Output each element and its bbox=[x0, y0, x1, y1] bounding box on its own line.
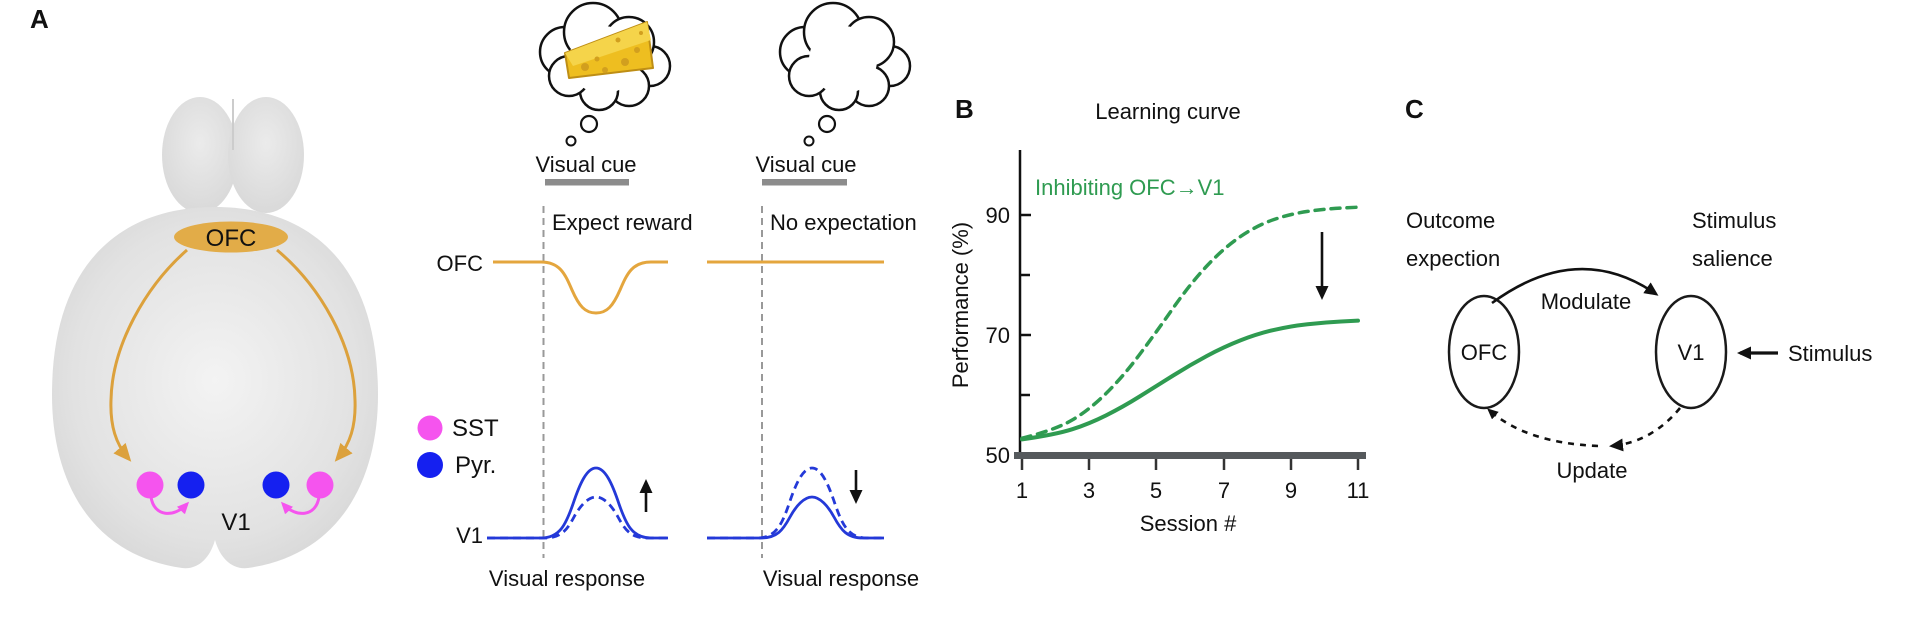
ofc-projection-right bbox=[276, 248, 357, 462]
sst-neuron-right bbox=[306, 471, 334, 499]
panel-a-label: A bbox=[30, 4, 49, 34]
ofc-node-label: OFC bbox=[1461, 340, 1508, 365]
mouse-brain-schematic: OFC V1 bbox=[52, 97, 378, 569]
update-label: Update bbox=[1557, 458, 1628, 483]
ytick-label-50: 50 bbox=[986, 443, 1010, 468]
legend-sst-dot bbox=[417, 415, 443, 441]
v1-node bbox=[1654, 294, 1728, 410]
bubble-tail-small-1 bbox=[565, 135, 577, 147]
ofc-projection-left bbox=[109, 248, 188, 462]
modulate-label: Modulate bbox=[1541, 289, 1632, 314]
xtick-label-9: 9 bbox=[1285, 478, 1297, 503]
chart-title: Learning curve bbox=[1095, 99, 1241, 124]
outcome-caption-line1: Outcome bbox=[1406, 208, 1495, 233]
v1-area-label: V1 bbox=[221, 509, 250, 536]
x-axis-title: Session # bbox=[1140, 511, 1237, 536]
sst-to-pyr-synapse-left bbox=[149, 496, 190, 515]
panel-b-label: B bbox=[955, 94, 974, 124]
ofc-trace-label: OFC bbox=[437, 251, 484, 276]
legend-pyr-label: Pyr. bbox=[455, 452, 496, 479]
legend-pyr-dot bbox=[417, 452, 443, 478]
cheese-icon bbox=[564, 21, 654, 79]
v1-trace-solid-1 bbox=[487, 466, 668, 540]
visual-response-label-2: Visual response bbox=[763, 566, 919, 591]
update-arrow-segment-1 bbox=[1609, 407, 1682, 452]
xtick-label-5: 5 bbox=[1150, 478, 1162, 503]
outcome-caption-line2: expection bbox=[1406, 246, 1500, 271]
xtick-label-11: 11 bbox=[1347, 478, 1370, 503]
v1-trace-dashed-2 bbox=[707, 466, 884, 540]
v1-node-label: V1 bbox=[1678, 340, 1705, 365]
ofc-node bbox=[1447, 294, 1521, 410]
stimulus-caption-line2: salience bbox=[1692, 246, 1773, 271]
olfactory-bulb-left bbox=[162, 97, 238, 213]
x-axis bbox=[1014, 452, 1366, 459]
stimulus-label: Stimulus bbox=[1788, 341, 1872, 366]
chart-annotation: Inhibiting OFC→V1 bbox=[1035, 175, 1225, 200]
stimulus-caption-line1: Stimulus bbox=[1692, 208, 1776, 233]
thought-bubble-empty bbox=[778, 1, 912, 112]
visual-response-label-1: Visual response bbox=[489, 566, 645, 591]
sst-to-pyr-synapse-right bbox=[280, 496, 321, 515]
v1-trace-dashed-1 bbox=[487, 495, 668, 540]
v1-trace-solid-2 bbox=[707, 495, 884, 540]
visual-cue-label-1: Visual cue bbox=[535, 152, 636, 177]
ofc-region bbox=[174, 221, 288, 253]
pyr-neuron-right bbox=[262, 471, 290, 499]
modulate-arrow bbox=[1491, 267, 1659, 305]
ytick-label-70: 70 bbox=[986, 323, 1010, 348]
brain-body bbox=[52, 207, 378, 569]
sst-neuron-left bbox=[136, 471, 164, 499]
neuron-legend: SST Pyr. bbox=[417, 415, 499, 479]
visual-cue-label-2: Visual cue bbox=[755, 152, 856, 177]
ytick-label-90: 90 bbox=[986, 203, 1010, 228]
learning-curve-solid bbox=[1020, 318, 1360, 442]
legend-sst-label: SST bbox=[452, 415, 499, 442]
xtick-label-1: 1 bbox=[1016, 478, 1028, 503]
xtick-label-7: 7 bbox=[1218, 478, 1230, 503]
olfactory-bulb-right bbox=[228, 97, 304, 213]
condition-label-2: No expectation bbox=[770, 210, 917, 235]
bubble-tail-small-2 bbox=[803, 135, 815, 147]
update-arrow-segment-2 bbox=[1487, 408, 1599, 448]
bubble-tail-large-1 bbox=[579, 114, 599, 134]
pyr-neuron-left bbox=[177, 471, 205, 499]
condition-label-1: Expect reward bbox=[552, 210, 693, 235]
xtick-label-3: 3 bbox=[1083, 478, 1095, 503]
bubble-tail-large-2 bbox=[817, 114, 837, 134]
ofc-region-label: OFC bbox=[206, 225, 257, 252]
v1-trace-label: V1 bbox=[456, 523, 483, 548]
panel-c-label: C bbox=[1405, 94, 1424, 124]
visual-cue-bar-1 bbox=[545, 179, 629, 186]
visual-cue-bar-2 bbox=[762, 179, 847, 186]
ofc-trace-expect-reward bbox=[493, 260, 668, 315]
y-axis-title: Performance (%) bbox=[948, 222, 973, 388]
